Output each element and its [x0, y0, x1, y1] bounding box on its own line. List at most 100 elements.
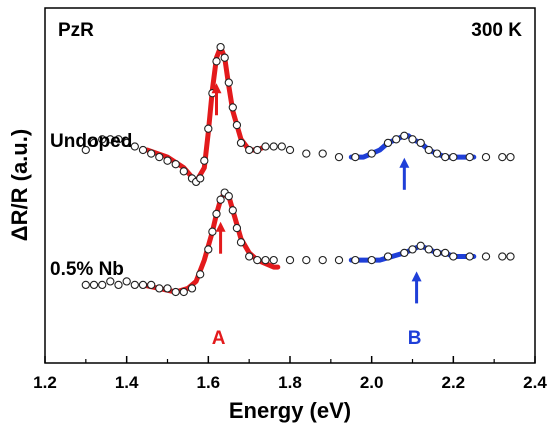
- data-point: [106, 277, 115, 286]
- data-point: [155, 152, 164, 162]
- peak-arrow-head: [215, 221, 226, 232]
- y-axis-title: ΔR/R (a.u.): [7, 129, 32, 241]
- data-point: [228, 103, 237, 112]
- temperature-label: 300 K: [471, 20, 522, 41]
- data-point: [138, 145, 148, 155]
- data-point: [179, 167, 188, 176]
- data-point: [196, 270, 205, 279]
- x-tick-label: 2.2: [442, 373, 466, 392]
- data-point: [224, 78, 233, 87]
- peak-label-A: A: [212, 328, 226, 349]
- x-axis: 1.2 1.4 1.6 1.8 2.0 2.2 2.4: [33, 356, 547, 392]
- data-point: [228, 206, 237, 215]
- plot-frame: [44, 7, 536, 364]
- data-point: [318, 255, 327, 265]
- data-point: [220, 53, 229, 62]
- data-point: [122, 277, 131, 286]
- data-point: [351, 152, 360, 162]
- data-point: [269, 255, 278, 265]
- data-point: [81, 280, 90, 290]
- data-point: [318, 149, 327, 158]
- data-point: [400, 248, 409, 258]
- data-point: [269, 142, 278, 151]
- data-point: [155, 284, 164, 293]
- x-tick-label: 2.0: [360, 373, 384, 392]
- data-point: [245, 145, 254, 155]
- data-point: [171, 287, 180, 297]
- fit-line-A: [140, 190, 281, 295]
- x-tick-label: 2.4: [523, 373, 547, 392]
- data-point: [138, 280, 148, 290]
- data-point: [285, 145, 295, 155]
- x-tick-label: 1.2: [33, 373, 57, 392]
- data-point: [367, 149, 376, 158]
- data-point: [232, 120, 242, 130]
- series-label-undoped: Undoped: [50, 131, 132, 152]
- data-point: [261, 142, 270, 151]
- data-point: [245, 252, 254, 261]
- data-point: [506, 152, 515, 162]
- data-point: [400, 131, 409, 140]
- data-point: [408, 245, 417, 254]
- series-0: [81, 42, 515, 190]
- data-point: [224, 192, 233, 201]
- data-point: [171, 160, 180, 169]
- series-1: [81, 188, 515, 304]
- data-point: [449, 252, 458, 261]
- data-point: [236, 238, 246, 247]
- data-point: [81, 145, 90, 155]
- data-point: [163, 284, 172, 293]
- data-point: [506, 252, 515, 261]
- data-point: [261, 255, 270, 265]
- data-point: [163, 156, 172, 165]
- x-tick-label: 1.6: [197, 373, 221, 392]
- data-point: [465, 152, 474, 162]
- data-point: [130, 280, 139, 290]
- data-point: [212, 57, 221, 66]
- data-point: [89, 138, 99, 148]
- data-point: [481, 152, 491, 162]
- data-point: [253, 255, 262, 265]
- data-point: [130, 142, 139, 151]
- data-point: [498, 252, 507, 261]
- data-point: [216, 42, 225, 52]
- data-point: [122, 138, 131, 148]
- data-point: [98, 280, 107, 290]
- data-point: [416, 241, 425, 250]
- data-point: [147, 280, 156, 290]
- peak-arrow-head: [399, 157, 410, 168]
- data-point: [416, 138, 425, 148]
- data-point: [424, 245, 433, 254]
- data-point: [481, 252, 491, 261]
- data-point: [408, 135, 417, 144]
- data-point: [179, 287, 188, 297]
- data-point: [392, 135, 401, 144]
- data-point: [334, 255, 344, 265]
- data-point: [441, 152, 450, 162]
- x-axis-title: Energy (eV): [229, 398, 351, 423]
- data-point: [334, 152, 344, 162]
- data-point: [302, 149, 311, 158]
- data-point: [232, 223, 242, 233]
- data-point: [449, 152, 458, 162]
- x-tick-label: 1.4: [115, 373, 139, 392]
- data-point: [383, 138, 393, 148]
- data-point: [196, 174, 205, 183]
- data-point: [302, 255, 311, 265]
- data-point: [200, 156, 209, 165]
- data-point: [212, 209, 221, 219]
- data-point: [441, 248, 450, 258]
- x-tick-label: 1.8: [278, 373, 302, 392]
- peak-arrow-head: [411, 271, 422, 282]
- data-point: [216, 195, 225, 204]
- peak-arrow-head: [211, 83, 222, 94]
- data-point: [253, 145, 262, 155]
- data-point: [498, 152, 507, 162]
- data-point: [383, 252, 393, 261]
- data-point: [89, 280, 99, 290]
- data-point: [236, 138, 246, 148]
- data-point: [432, 149, 442, 158]
- data-point: [114, 280, 123, 290]
